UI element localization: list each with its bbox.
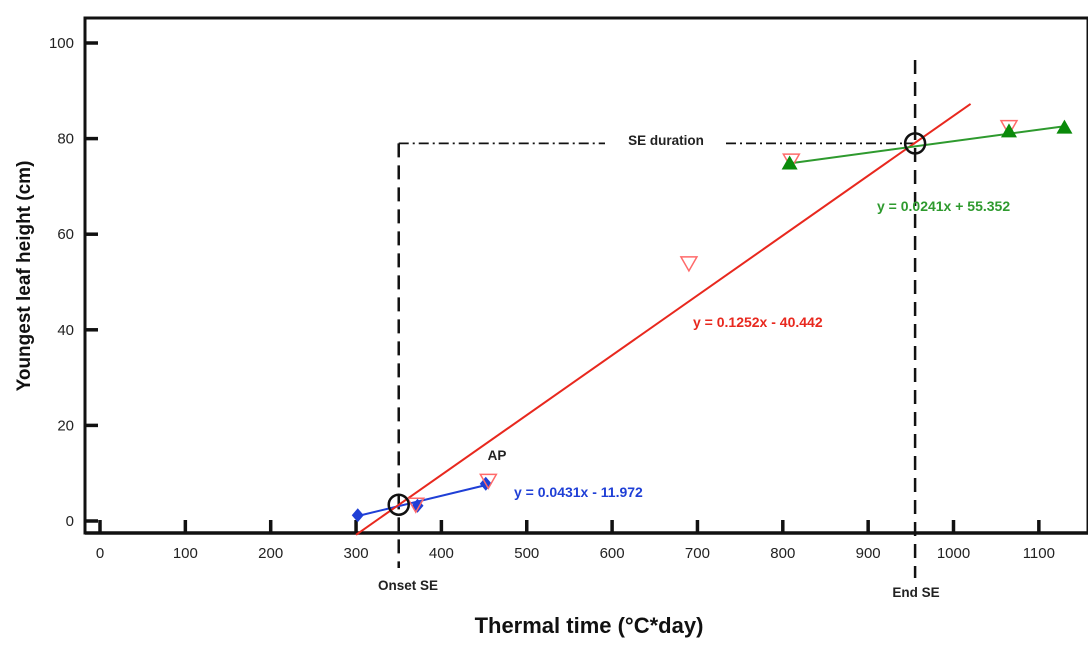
y-tick-label: 60 bbox=[57, 226, 74, 243]
fit-line bbox=[789, 125, 1065, 165]
y-tick-label: 20 bbox=[57, 417, 74, 434]
triangle-down-point bbox=[999, 119, 1019, 137]
x-tick-label: 100 bbox=[173, 545, 198, 562]
equation-label: y = 0.0431x - 11.972 bbox=[514, 484, 643, 500]
x-tick-label: 200 bbox=[258, 545, 283, 562]
annotation-labels: y = 0.0431x - 11.972 y = 0.1252x - 40.442… bbox=[378, 133, 1010, 600]
ap-label: AP bbox=[488, 448, 507, 463]
fit-line bbox=[357, 482, 492, 517]
triangle-up-point bbox=[781, 155, 798, 170]
triangle-up-point bbox=[1000, 123, 1017, 138]
x-tick-label: 300 bbox=[344, 545, 369, 562]
y-tick-label: 40 bbox=[57, 322, 74, 339]
triangle-down-point bbox=[679, 256, 699, 273]
triangle-up-point bbox=[1056, 119, 1073, 134]
duration-label: SE duration bbox=[628, 133, 704, 148]
y-tick-label: 80 bbox=[57, 131, 74, 148]
y-tick-label: 0 bbox=[66, 513, 74, 530]
intersection-circle bbox=[387, 493, 410, 516]
triangle-down-point bbox=[479, 473, 498, 490]
intersection-circle bbox=[903, 132, 927, 155]
ticks: 0 100 200 300 400 500 600 700 800 900 1000 1100 0 20 4… bbox=[49, 35, 1055, 562]
fit-lines bbox=[355, 103, 1065, 536]
y-axis-title: Youngest leaf height (cm) bbox=[14, 161, 35, 392]
triangle-down-point bbox=[406, 497, 426, 514]
x-tick-label: 1000 bbox=[937, 545, 970, 562]
x-tick-label: 400 bbox=[429, 545, 454, 562]
x-tick-label: 800 bbox=[770, 545, 795, 562]
x-tick-label: 600 bbox=[600, 545, 625, 562]
x-tick-label: 500 bbox=[514, 545, 539, 562]
onset-label: Onset SE bbox=[378, 578, 438, 593]
equation-label: y = 0.0241x + 55.352 bbox=[877, 198, 1010, 214]
guide-lines bbox=[397, 60, 917, 578]
x-tick-label: 0 bbox=[96, 545, 104, 562]
fit-line bbox=[355, 103, 972, 536]
plot-frame bbox=[83, 16, 1088, 535]
x-tick-label: 1100 bbox=[1023, 545, 1055, 562]
diamond-point bbox=[351, 508, 364, 523]
x-tick-label: 700 bbox=[685, 545, 710, 562]
end-label: End SE bbox=[892, 585, 939, 600]
equation-label: y = 0.1252x - 40.442 bbox=[693, 314, 823, 330]
x-tick-label: 900 bbox=[856, 545, 881, 562]
y-tick-label: 100 bbox=[49, 35, 74, 52]
data-points bbox=[351, 119, 1073, 523]
x-axis-title: Thermal time (°C*day) bbox=[475, 613, 704, 638]
